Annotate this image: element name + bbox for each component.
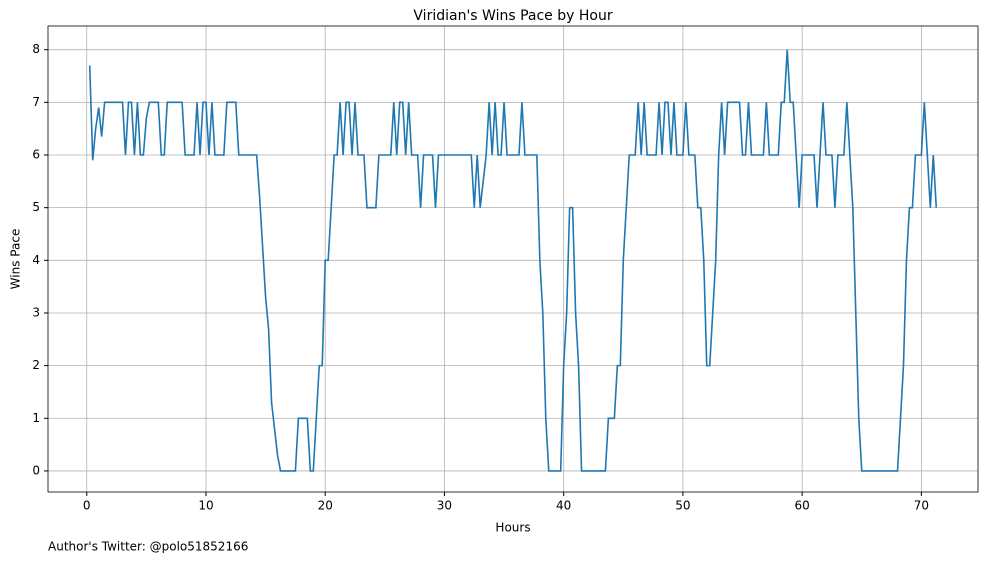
x-tick-label: 40	[556, 499, 571, 513]
y-tick-label: 8	[32, 42, 40, 56]
plot-frame	[47, 25, 979, 493]
x-tick-label: 50	[675, 499, 690, 513]
y-tick-label: 1	[32, 411, 40, 425]
y-tick-label: 0	[32, 463, 40, 477]
data-line	[88, 49, 938, 472]
y-tick-label: 5	[32, 200, 40, 214]
x-tick-label: 70	[914, 499, 929, 513]
y-tick-label: 4	[32, 253, 40, 267]
y-tick-label: 2	[32, 358, 40, 372]
y-tick-label: 7	[32, 95, 40, 109]
chart-title: Viridian's Wins Pace by Hour	[413, 8, 612, 24]
y-tick-label: 3	[32, 305, 40, 319]
y-tick-label: 6	[32, 148, 40, 162]
x-tick-label: 0	[83, 499, 91, 513]
x-axis-label: Hours	[495, 521, 530, 535]
x-tick-label: 10	[198, 499, 213, 513]
y-axis-label: Wins Pace	[9, 229, 23, 290]
x-tick-label: 20	[318, 499, 333, 513]
x-tick-label: 60	[794, 499, 809, 513]
annotation: Author's Twitter: @polo51852166	[48, 540, 248, 554]
x-tick-label: 30	[437, 499, 452, 513]
